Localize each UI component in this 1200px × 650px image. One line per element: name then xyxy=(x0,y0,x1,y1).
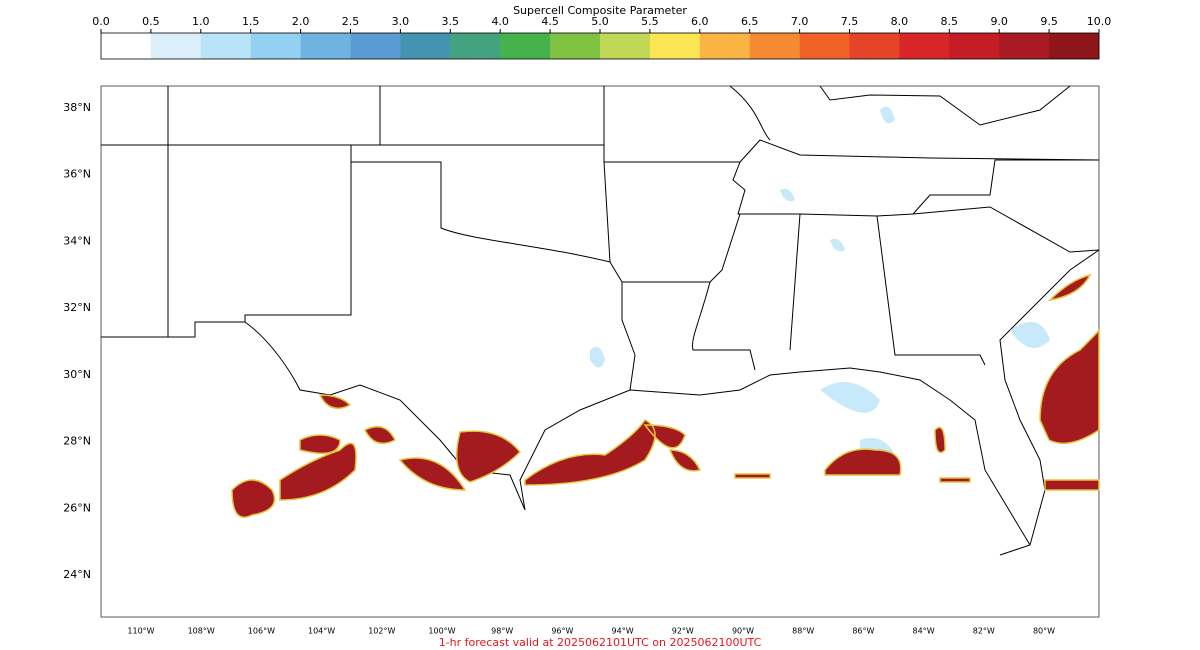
footer: 1-hr forecast valid at 2025062101UTC on … xyxy=(439,636,762,649)
colorbar-segment xyxy=(500,33,551,59)
lon-label: 92°W xyxy=(672,627,694,636)
colorbar-segment xyxy=(101,33,152,59)
colorbar-tick-label: 7.0 xyxy=(791,15,809,28)
colorbar-segment xyxy=(550,33,601,59)
lat-label: 24°N xyxy=(63,568,91,581)
lon-label: 90°W xyxy=(732,627,754,636)
colorbar-segment xyxy=(949,33,1000,59)
colorbar-segment xyxy=(400,33,451,59)
colorbar-segment xyxy=(649,33,701,59)
colorbar-tick-label: 9.5 xyxy=(1040,15,1058,28)
colorbar-tick-label: 8.0 xyxy=(891,15,909,28)
colorbar-segment xyxy=(350,33,401,59)
colorbar-segment xyxy=(1049,33,1100,59)
colorbar-tick-label: 6.5 xyxy=(741,15,759,28)
colorbar-segment xyxy=(899,33,950,59)
lat-label: 28°N xyxy=(63,435,91,448)
colorbar-segment xyxy=(749,33,800,59)
lat-label: 38°N xyxy=(63,101,91,114)
colorbar-tick-label: 5.0 xyxy=(591,15,609,28)
colorbar-segment xyxy=(250,33,301,59)
lon-label: 102°W xyxy=(368,627,395,636)
colorbar-tick-label: 6.0 xyxy=(691,15,709,28)
scp-field xyxy=(231,106,1100,518)
lon-label: 94°W xyxy=(612,627,634,636)
colorbar-tick-label: 5.5 xyxy=(641,15,659,28)
lon-label: 104°W xyxy=(308,627,335,636)
lon-label: 88°W xyxy=(792,627,814,636)
lat-label: 26°N xyxy=(63,501,91,514)
colorbar-segment xyxy=(150,33,202,59)
colorbar-segment xyxy=(999,33,1050,59)
colorbar-tick-label: 7.5 xyxy=(841,15,859,28)
lon-label: 106°W xyxy=(248,627,275,636)
lon-label: 98°W xyxy=(491,627,513,636)
lat-label: 30°N xyxy=(63,368,91,381)
map xyxy=(100,85,1100,618)
borders xyxy=(101,85,1100,556)
colorbar: 0.0 0.5 1.0 1.5 2.0 2.5 3.0 3.5 4.0 4.5 5.0 5.5 6.0 6… xyxy=(92,15,1111,59)
lon-label: 82°W xyxy=(973,627,995,636)
colorbar-tick-label: 4.0 xyxy=(491,15,509,28)
colorbar-tick-label: 1.5 xyxy=(242,15,260,28)
lon-labels: 110°W 108°W 106°W 104°W 102°W 100°W 98°W 96°W 94… xyxy=(127,627,1055,636)
lon-label: 108°W xyxy=(188,627,215,636)
lon-label: 96°W xyxy=(551,627,573,636)
colorbar-tick-label: 0.0 xyxy=(92,15,110,28)
colorbar-segment xyxy=(450,33,501,59)
colorbar-tick-label: 3.0 xyxy=(392,15,410,28)
colorbar-tick-label: 3.5 xyxy=(442,15,460,28)
lat-labels: 38°N 36°N 34°N 32°N 30°N 28°N 26°N 24°N xyxy=(63,101,91,581)
colorbar-tick-label: 0.5 xyxy=(142,15,160,28)
lat-label: 32°N xyxy=(63,301,91,314)
colorbar-segment xyxy=(699,33,750,59)
lon-label: 110°W xyxy=(127,627,154,636)
colorbar-segment xyxy=(799,33,850,59)
colorbar-segment xyxy=(849,33,900,59)
colorbar-segment xyxy=(600,33,651,59)
lat-label: 34°N xyxy=(63,234,91,247)
colorbar-segment xyxy=(300,33,351,59)
colorbar-tick-label: 4.5 xyxy=(541,15,559,28)
colorbar-tick-label: 1.0 xyxy=(192,15,210,28)
colorbar-tick-label: 10.0 xyxy=(1087,15,1112,28)
colorbar-tick-label: 9.0 xyxy=(990,15,1008,28)
colorbar-frame xyxy=(100,32,1100,60)
colorbar-tick-label: 2.5 xyxy=(342,15,360,28)
lon-label: 80°W xyxy=(1033,627,1055,636)
colorbar-segment xyxy=(200,33,251,59)
colorbar-title: Supercell Composite Parameter xyxy=(513,4,687,17)
colorbar-tick-label: 8.5 xyxy=(941,15,959,28)
lat-label: 36°N xyxy=(63,168,91,181)
colorbar-tick-label: 2.0 xyxy=(292,15,310,28)
lon-label: 84°W xyxy=(913,627,935,636)
lon-label: 86°W xyxy=(852,627,874,636)
lon-label: 100°W xyxy=(428,627,455,636)
